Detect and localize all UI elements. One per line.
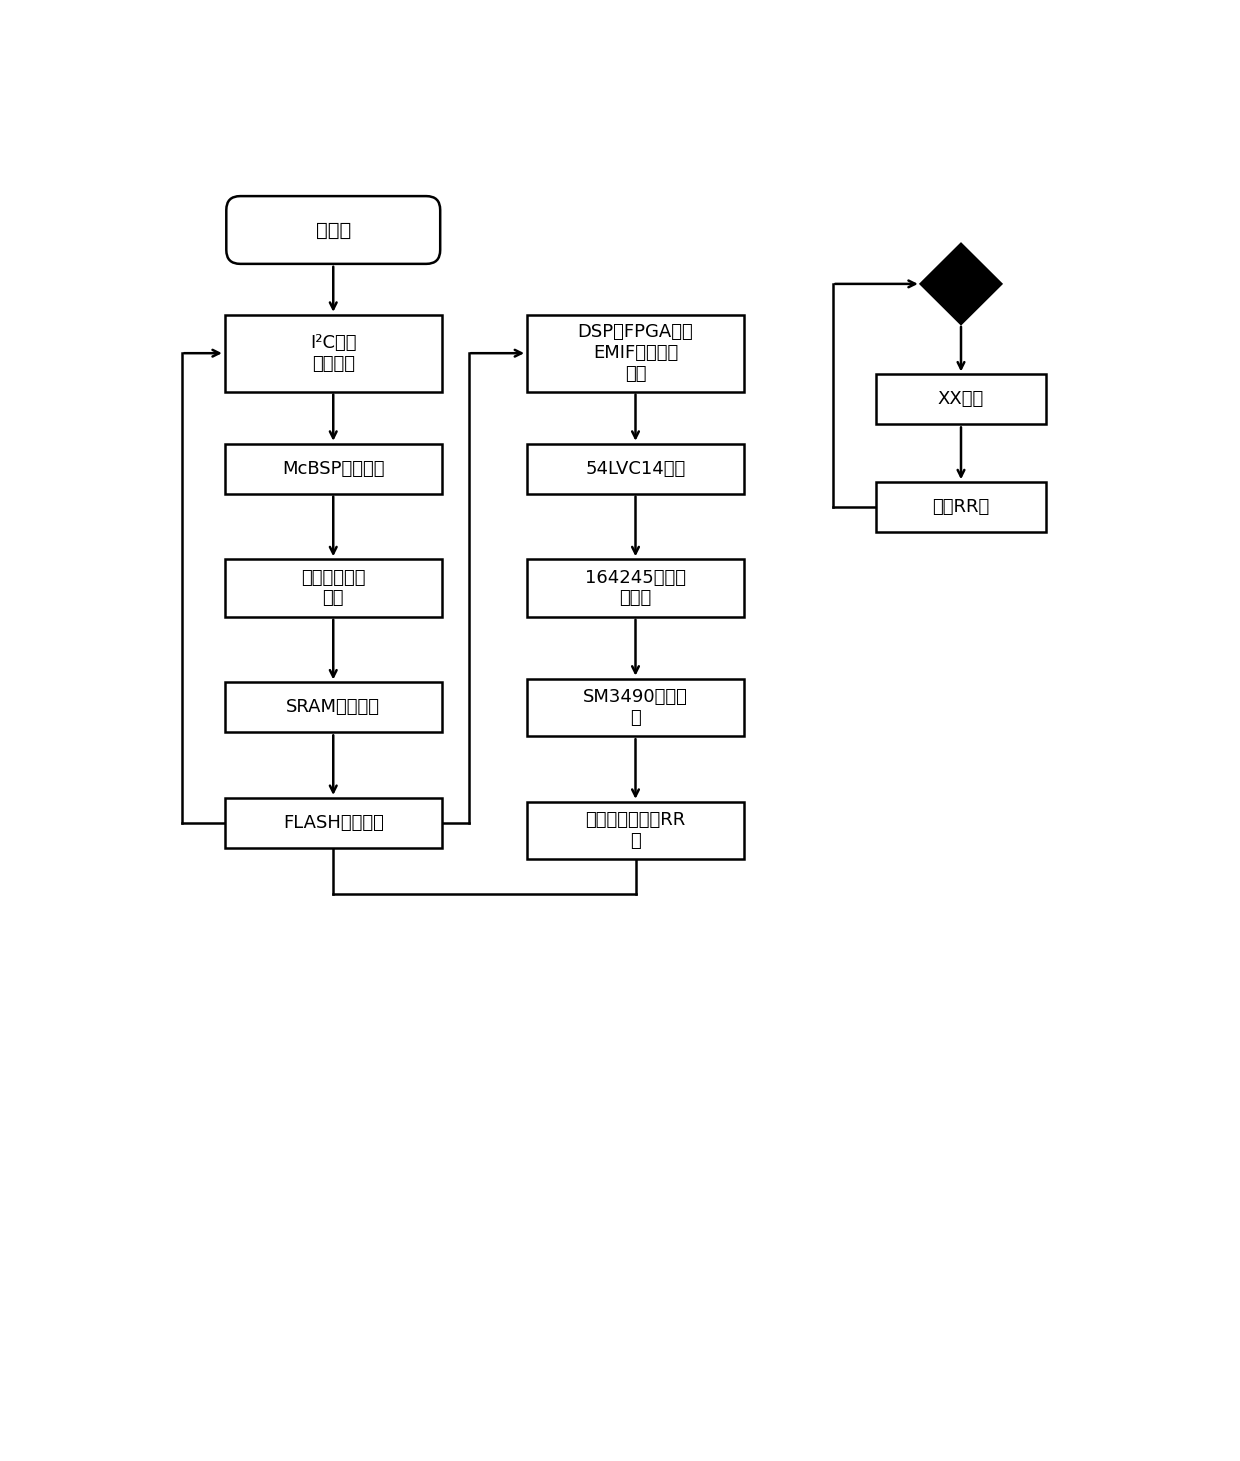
Bar xyxy=(224,314,441,392)
FancyBboxPatch shape xyxy=(226,196,440,264)
Text: 164245电平转
换测试: 164245电平转 换测试 xyxy=(585,568,686,608)
Bar xyxy=(224,444,441,494)
Text: FLASH读写测试: FLASH读写测试 xyxy=(283,814,383,831)
Text: XX测试: XX测试 xyxy=(937,390,985,409)
Text: 等待上位机查询RR
值: 等待上位机查询RR 值 xyxy=(585,811,686,850)
Text: SM3490功能测
试: SM3490功能测 试 xyxy=(583,688,688,726)
Text: I²C总线
功能测试: I²C总线 功能测试 xyxy=(310,333,357,373)
Text: 更新RR值: 更新RR值 xyxy=(932,498,990,516)
Bar xyxy=(527,802,744,859)
Text: 54LVC14测试: 54LVC14测试 xyxy=(585,460,686,478)
Bar xyxy=(224,798,441,847)
Bar xyxy=(527,314,744,392)
Bar xyxy=(875,374,1047,424)
Bar xyxy=(527,678,744,736)
Text: DSP与FPGA通过
EMIF总线通信
测试: DSP与FPGA通过 EMIF总线通信 测试 xyxy=(578,323,693,383)
Bar xyxy=(875,482,1047,532)
Polygon shape xyxy=(920,244,1002,324)
Text: McBSP接口测试: McBSP接口测试 xyxy=(281,460,384,478)
Bar xyxy=(527,560,744,617)
Bar xyxy=(224,560,441,617)
Bar xyxy=(527,444,744,494)
Text: 初始化: 初始化 xyxy=(316,221,351,240)
Text: 外部中断功能
测试: 外部中断功能 测试 xyxy=(301,568,366,608)
Text: SRAM读写测试: SRAM读写测试 xyxy=(286,698,381,716)
Bar xyxy=(224,682,441,732)
